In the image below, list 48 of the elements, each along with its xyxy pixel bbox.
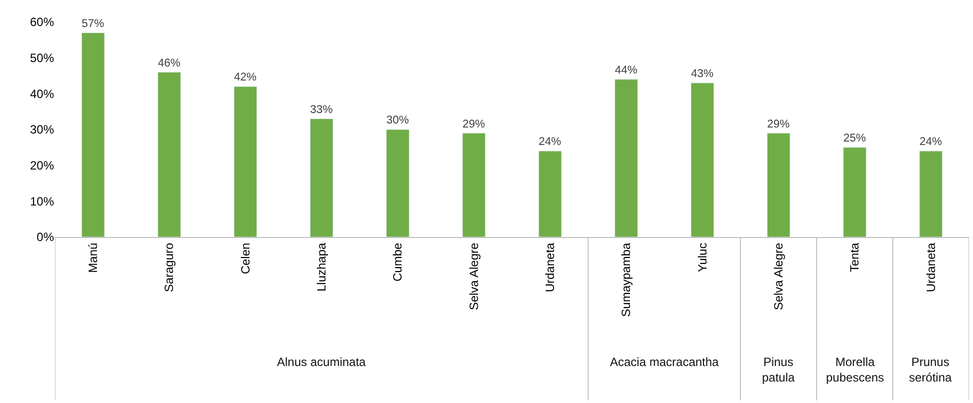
data-label: 44% bbox=[614, 64, 638, 77]
x-tick-label: Manú bbox=[86, 242, 100, 273]
data-label: 29% bbox=[462, 118, 486, 130]
x-tick-label: Tenta bbox=[848, 242, 862, 272]
bar bbox=[234, 86, 258, 237]
y-tick-label: 20% bbox=[30, 158, 54, 173]
data-label: 24% bbox=[538, 136, 562, 148]
x-tick-label: Celen bbox=[238, 242, 252, 274]
x-tick-label: Cumbe bbox=[390, 242, 405, 282]
data-label: 57% bbox=[82, 18, 104, 30]
data-label: 25% bbox=[843, 132, 866, 145]
data-label: 29% bbox=[767, 118, 790, 130]
text: Acacia macracantha bbox=[610, 355, 720, 369]
text: Alnus acuminata bbox=[277, 355, 366, 369]
bar bbox=[690, 82, 714, 237]
bar bbox=[919, 150, 943, 237]
x-tick-label: Sumaypamba bbox=[619, 242, 634, 317]
data-label: 24% bbox=[920, 136, 942, 148]
data-label: 43% bbox=[691, 68, 714, 80]
y-tick-label: 0% bbox=[36, 230, 54, 244]
data-label: 33% bbox=[310, 104, 333, 116]
bar bbox=[158, 72, 181, 237]
x-tick-label: Selva Alegre bbox=[466, 242, 481, 310]
bar bbox=[843, 147, 866, 237]
x-tick-label: Selva Alegre bbox=[771, 242, 786, 310]
x-tick-label: Saraguro bbox=[162, 242, 176, 292]
data-label: 46% bbox=[158, 57, 180, 70]
x-tick-label: Urdaneta bbox=[924, 242, 938, 292]
text: Prunus serótina bbox=[909, 355, 952, 385]
bar bbox=[310, 118, 334, 237]
y-tick-label: 50% bbox=[30, 51, 54, 66]
text: Morella pubescens bbox=[826, 355, 884, 385]
bar bbox=[766, 132, 790, 237]
bar bbox=[386, 129, 410, 237]
y-tick-label: 40% bbox=[30, 86, 54, 101]
bar bbox=[81, 32, 105, 237]
bar bbox=[614, 79, 638, 237]
text: Pinus patula bbox=[762, 355, 796, 385]
x-tick-label: Urdaneta bbox=[542, 242, 557, 292]
bar bbox=[538, 150, 562, 237]
bar bbox=[462, 132, 486, 237]
x-tick-label: Lluzhapa bbox=[314, 242, 328, 292]
y-tick-label: 10% bbox=[30, 194, 54, 208]
y-tick-label: 30% bbox=[30, 122, 54, 137]
x-tick-label: Yuluc bbox=[695, 242, 710, 272]
y-tick-label: 60% bbox=[30, 15, 54, 30]
data-label: 30% bbox=[386, 114, 409, 127]
data-label: 42% bbox=[234, 72, 257, 84]
